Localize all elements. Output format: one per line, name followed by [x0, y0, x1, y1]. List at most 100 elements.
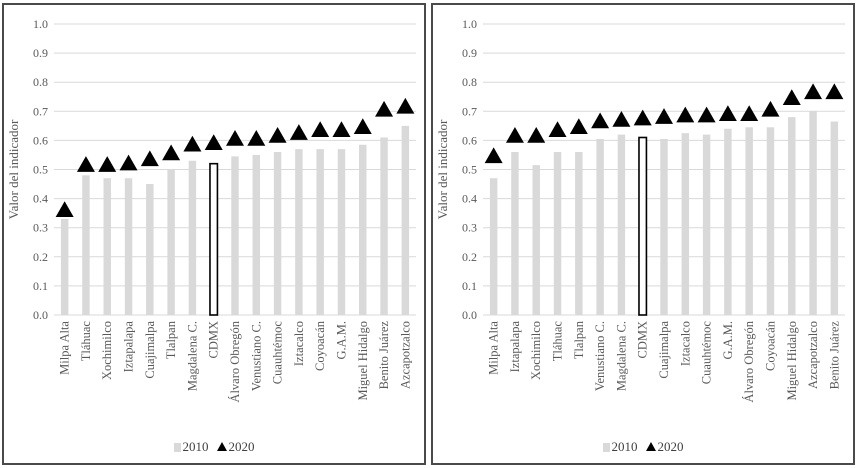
chart-svg-left: 0.0 0.1 0.2 0.3 0.4 0.5 0.6 0.7 0.8 0.9 1.0 Valor d…	[6, 17, 416, 403]
marker-2020	[718, 105, 737, 121]
x-tick-label: Azcapotzalco	[398, 321, 412, 389]
x-tick-label: Iztacalco	[292, 321, 306, 366]
chart-panel-right: 0.0 0.1 0.2 0.3 0.4 0.5 0.6 0.7 0.8 0.9 1.0 Valor d…	[431, 3, 855, 465]
legend-item-2010: 2010	[602, 439, 638, 455]
x-tick-label: Benito Juárez	[827, 321, 841, 390]
marker-2020	[633, 109, 652, 126]
bar-2010	[273, 152, 282, 315]
y-tick-label: 0.5	[462, 163, 477, 177]
marker-2020	[782, 89, 801, 105]
marker-2020	[311, 121, 330, 137]
x-tick-label: Venustiano C.	[249, 321, 263, 391]
marker-2020	[484, 147, 503, 164]
y-tick-label: 0.7	[33, 104, 48, 118]
marker-2020	[226, 129, 244, 146]
y-tick-label: 0.5	[33, 163, 48, 177]
marker-2020	[825, 83, 844, 100]
x-tick-label: Azcapotzalco	[806, 321, 820, 389]
marker-2020	[204, 134, 223, 151]
marker-2020	[396, 97, 415, 114]
y-tick-label: 0.8	[33, 75, 48, 89]
chart-legend: 2010 2020	[433, 439, 853, 455]
bar-2010	[660, 138, 668, 315]
bar-2010	[532, 165, 540, 315]
marker-2020	[697, 106, 716, 123]
legend-label-2010: 2010	[611, 439, 638, 454]
x-tick-label: Cuajimalpa	[143, 321, 157, 379]
y-tick-label: 0.6	[462, 133, 477, 147]
marker-2020	[527, 127, 546, 143]
y-tick-label: 0.1	[462, 279, 477, 293]
marker-2020	[289, 124, 308, 140]
bar-2010	[337, 149, 346, 315]
x-tick-label: Tláhuac	[551, 321, 565, 362]
bar-2010	[489, 178, 498, 315]
x-tick-label: Benito Juárez	[377, 321, 391, 390]
x-tick-label: Tláhuac	[79, 321, 93, 362]
y-tick-label: 0.4	[462, 192, 477, 206]
x-tick-label: Iztacalco	[678, 321, 692, 366]
legend-bar-swatch	[602, 443, 610, 452]
x-tick-label: Miguel Hidalgo	[356, 321, 370, 401]
x-tick-label: Tlalpan	[572, 320, 586, 359]
x-tick-label: Xochimilco	[100, 321, 114, 380]
bar-2010	[702, 134, 711, 315]
legend-triangle-swatch	[645, 442, 656, 451]
bar-2010	[830, 121, 839, 315]
marker-2020	[55, 201, 74, 217]
bar-2010	[724, 128, 732, 315]
bar-2010	[553, 152, 562, 315]
x-tick-label: Coyoacán	[763, 320, 777, 371]
legend-label-2020: 2020	[657, 439, 684, 454]
legend-bar-swatch	[173, 443, 181, 452]
y-tick-label: 0.1	[33, 279, 48, 293]
x-tick-label: Milpa Alta	[487, 321, 501, 375]
y-tick-label: 0.0	[462, 308, 477, 322]
y-tick-label: 0.8	[462, 75, 477, 89]
bar-2010	[766, 127, 775, 316]
x-tick-label: Álvaro Obregón	[742, 320, 756, 402]
legend-label-2020: 2020	[228, 439, 255, 454]
bar-2010	[596, 138, 604, 315]
x-tick-label: CDMX	[636, 321, 650, 359]
marker-2020	[740, 105, 759, 121]
x-tick-label: Cuauhtémoc	[700, 321, 714, 385]
bar-2010	[188, 160, 197, 315]
x-tick-label: Miguel Hidalgo	[785, 321, 799, 401]
y-tick-label: 0.2	[462, 250, 477, 264]
legend-label-2010: 2010	[182, 439, 209, 454]
x-tick-label: Iztapalapa	[508, 321, 522, 373]
legend-item-2020: 2020	[645, 439, 684, 455]
y-axis-title: Valor del indicador	[6, 119, 21, 219]
bar-2010	[617, 134, 626, 315]
marker-2020	[375, 100, 394, 117]
y-tick-label: 0.9	[33, 46, 48, 60]
x-tick-label: Iztapalapa	[122, 321, 136, 373]
marker-2020	[655, 108, 673, 124]
y-tick-label: 0.7	[462, 104, 477, 118]
x-tick-label: G.A.M.	[334, 321, 348, 360]
marker-2020	[332, 121, 351, 137]
bar-2010	[316, 149, 324, 315]
bar-2010	[167, 169, 175, 315]
bar-2010	[681, 133, 690, 315]
marker-2020	[247, 129, 266, 146]
marker-2020	[761, 100, 780, 117]
bar-2010	[60, 218, 69, 315]
marker-2020	[98, 156, 117, 172]
bar-2010	[380, 137, 388, 315]
bar-2010	[252, 154, 261, 315]
y-tick-label: 0.6	[33, 133, 48, 147]
chart-legend: 2010 2020	[4, 439, 424, 455]
bar-2010	[82, 175, 90, 315]
marker-2020	[162, 144, 181, 161]
x-tick-label: Xochimilco	[529, 321, 543, 380]
y-axis-title: Valor del indicador	[435, 119, 450, 219]
y-tick-label: 0.3	[462, 221, 477, 235]
marker-2020	[140, 150, 159, 167]
bar-2010	[231, 156, 239, 315]
x-tick-label: G.A.M.	[721, 321, 735, 360]
marker-2020	[505, 127, 524, 143]
x-tick-label: Coyoacán	[313, 320, 327, 371]
x-tick-label: Magdalena C.	[185, 321, 199, 391]
